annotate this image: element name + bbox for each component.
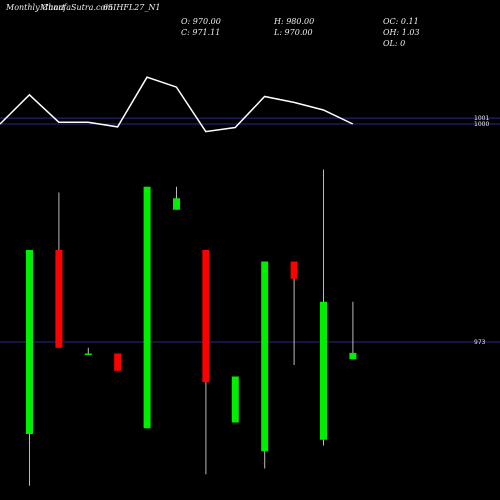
oc-value: OC: 0.11 bbox=[383, 17, 419, 26]
chart-title: Monthly Chart bbox=[6, 3, 66, 12]
overlay-line bbox=[0, 76, 354, 133]
candle-body bbox=[114, 353, 122, 371]
y-tick-label: 973 bbox=[474, 339, 486, 346]
candle-body bbox=[261, 261, 269, 452]
open-value: O: 970.00 bbox=[181, 17, 221, 26]
candle-body bbox=[173, 198, 180, 210]
candle-body bbox=[202, 250, 210, 383]
y-tick-label: 1000 bbox=[474, 121, 489, 128]
oh-value: OH: 1.03 bbox=[383, 28, 420, 37]
candle-body bbox=[320, 301, 327, 440]
candle-body bbox=[349, 352, 357, 360]
candle-body bbox=[143, 186, 151, 429]
candles bbox=[26, 169, 357, 486]
site-name: MunafaSutra.com bbox=[40, 3, 113, 12]
candle-body bbox=[231, 376, 239, 423]
candle-body bbox=[55, 250, 63, 348]
ol-value: OL: 0 bbox=[383, 39, 406, 48]
symbol-label: 65IHFL27_N1 bbox=[103, 3, 161, 12]
low-value: L: 970.00 bbox=[274, 28, 313, 37]
close-value: C: 971.11 bbox=[181, 28, 221, 37]
y-tick-label: 1001 bbox=[474, 115, 489, 122]
candle-body bbox=[84, 353, 92, 355]
candle-body bbox=[26, 250, 33, 434]
high-value: H: 980.00 bbox=[274, 17, 315, 26]
overlay-line-series bbox=[0, 76, 354, 133]
candle-body bbox=[290, 261, 298, 279]
